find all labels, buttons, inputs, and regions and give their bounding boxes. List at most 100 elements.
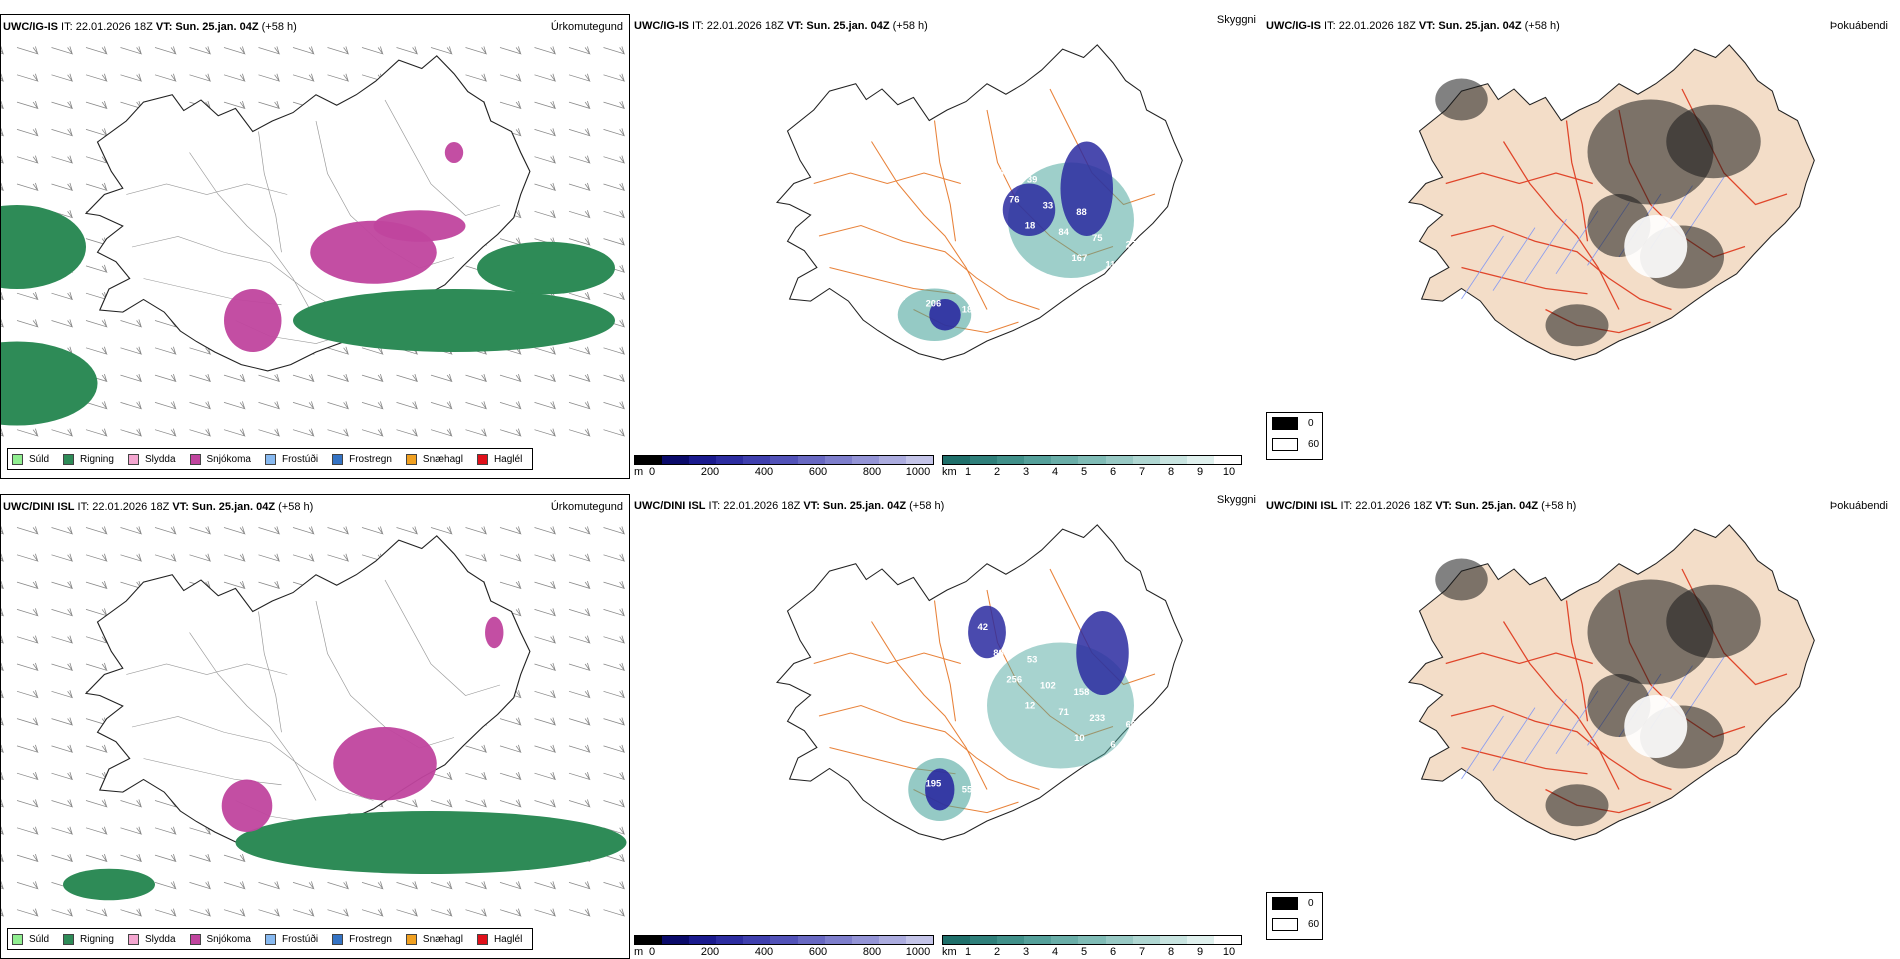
wind-barb xyxy=(85,100,108,110)
wind-barb xyxy=(430,401,453,410)
cloud-base-label: 75 xyxy=(1092,233,1103,244)
fog-high-area xyxy=(1666,104,1761,179)
legend-label: Haglél xyxy=(493,453,523,465)
colorbar-tick: 2 xyxy=(993,946,1001,958)
panel-label: Þokuábendi xyxy=(1829,20,1888,32)
colorbar-tick: 400 xyxy=(754,946,774,958)
snow-area xyxy=(333,727,437,801)
cloud-base-label: 233 xyxy=(1089,713,1105,724)
wind-barb xyxy=(499,428,522,437)
wind-barb xyxy=(568,881,591,890)
legend-swatch xyxy=(63,453,75,465)
cloud-base-label: 59 xyxy=(879,266,890,277)
wind-barb xyxy=(154,373,177,383)
wind-barb xyxy=(1,73,5,82)
wind-barb xyxy=(465,373,488,383)
legend-item: Frostregn xyxy=(332,933,392,945)
cloud-base-label: 32 xyxy=(975,668,986,679)
wind-barb xyxy=(16,319,39,328)
wind-barb xyxy=(85,608,108,617)
panel-header: UWC/DINI ISL IT: 22.01.2026 18Z VT: Sun.… xyxy=(1266,500,1888,516)
wind-barb xyxy=(361,881,384,890)
colorbar-tick: 1 xyxy=(964,466,972,478)
wind-barb xyxy=(603,717,626,726)
wind-barb xyxy=(189,46,212,55)
legend-item: Snjókoma xyxy=(189,933,251,945)
legend-swatch xyxy=(189,453,201,465)
cloud-base-label: 18 xyxy=(962,305,973,316)
wind-barb xyxy=(568,608,591,617)
colorbar-tick: 200 xyxy=(700,466,720,478)
wind-barb xyxy=(568,799,591,808)
colorbar-unit: m xyxy=(634,466,644,478)
wind-barb xyxy=(223,580,246,590)
cloud-base-label: 116 xyxy=(908,609,923,620)
model-name: UWC/DINI ISL xyxy=(634,500,706,512)
wind-barb xyxy=(361,46,384,55)
wind-barb xyxy=(51,100,74,110)
wind-barb xyxy=(603,662,626,671)
legend-swatch xyxy=(12,453,23,465)
wind-barb xyxy=(85,155,108,164)
wind-barb xyxy=(189,853,212,863)
wind-barb xyxy=(603,772,626,781)
wind-barb xyxy=(465,428,488,437)
cloud-base-label: 55 xyxy=(962,785,973,796)
colorbar-tick: 3 xyxy=(1022,946,1030,958)
wind-barb xyxy=(1,717,5,726)
legend-swatch xyxy=(476,933,488,945)
wind-barb xyxy=(534,881,557,890)
cloud-base-label: 18 xyxy=(1025,221,1036,232)
legend-swatch xyxy=(189,933,201,945)
wind-barb xyxy=(258,373,281,383)
colorbar-tick: 9 xyxy=(1196,946,1204,958)
wind-barb xyxy=(534,428,557,437)
wind-barb xyxy=(16,155,39,164)
legend-swatch xyxy=(264,453,276,465)
wind-barb xyxy=(258,73,281,82)
wind-barb xyxy=(1,526,5,535)
wind-barb xyxy=(223,401,246,410)
wind-barb xyxy=(534,635,557,644)
wind-barb xyxy=(292,428,315,437)
cloud-base-label: 206 xyxy=(926,298,942,309)
wind-barb xyxy=(16,292,39,301)
wind-barb xyxy=(396,46,419,55)
legend-item: Rigning xyxy=(63,933,114,945)
legend-label: Slydda xyxy=(144,933,176,945)
wind-barb xyxy=(1,155,5,164)
wind-barb xyxy=(189,526,212,535)
wind-barb xyxy=(568,717,591,726)
road-line xyxy=(131,716,374,801)
wind-barb xyxy=(603,799,626,808)
wind-barb xyxy=(327,373,350,383)
wind-barb xyxy=(51,155,74,164)
legend-item: Slydda xyxy=(127,933,176,945)
river-line xyxy=(1524,218,1567,283)
wind-barb xyxy=(85,182,108,191)
wind-barb xyxy=(327,908,350,917)
visibility-colorbar: km 1 2 3 4 5 6 7 8 9 10 xyxy=(942,935,1242,958)
wind-barb xyxy=(465,526,488,535)
wind-barb xyxy=(223,373,246,383)
valid-time: VT: Sun. 25.jan. 04Z xyxy=(172,501,276,513)
issue-time: IT: 22.01.2026 18Z xyxy=(58,21,156,33)
wind-barb xyxy=(16,662,39,671)
wind-barb xyxy=(189,553,212,562)
road-line xyxy=(126,663,288,675)
cloud-base-label: 119 xyxy=(1105,260,1120,271)
legend-item: Rigning xyxy=(63,453,114,465)
wind-barb xyxy=(603,128,626,137)
wind-barb xyxy=(120,46,143,55)
wind-barb xyxy=(603,292,626,301)
colorbar-tick: 8 xyxy=(1167,466,1175,478)
colorbar-tick: 800 xyxy=(862,466,882,478)
wind-barb xyxy=(499,237,522,246)
cloud-base-label: 72 xyxy=(960,642,971,653)
wind-barb xyxy=(51,526,74,535)
wind-barb xyxy=(465,401,488,410)
legend-swatch xyxy=(264,933,276,945)
wind-barb xyxy=(430,46,453,55)
road-line xyxy=(1450,704,1672,791)
colorbar-gradient xyxy=(634,455,934,465)
